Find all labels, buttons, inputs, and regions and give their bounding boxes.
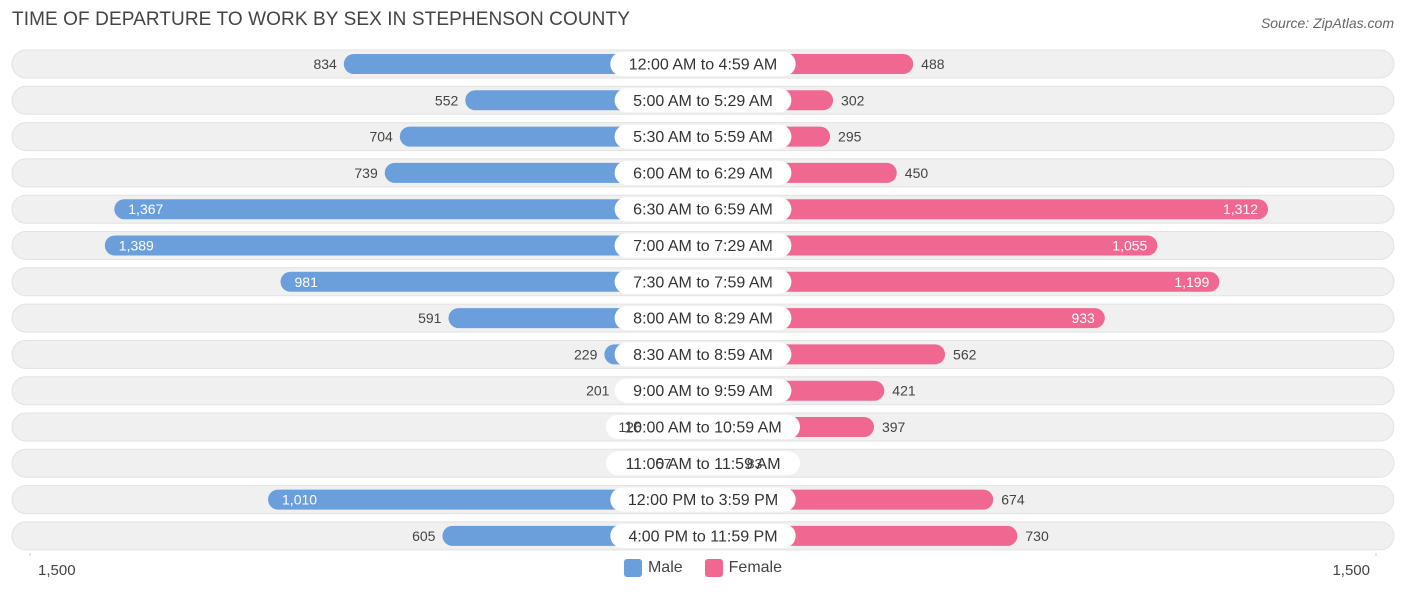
female-bar <box>693 235 1158 256</box>
source-label: Source: ZipAtlas.com <box>1260 15 1394 31</box>
female-value-label: 1,312 <box>1223 201 1258 217</box>
male-value-label: 201 <box>586 383 610 399</box>
male-bar <box>114 199 713 220</box>
male-value-label: 981 <box>295 274 319 290</box>
category-label-bg <box>614 306 792 331</box>
category-label: 12:00 PM to 3:59 PM <box>628 492 778 509</box>
category-label: 9:00 AM to 9:59 AM <box>633 383 773 400</box>
category-label: 5:30 AM to 5:59 AM <box>633 129 773 146</box>
male-value-label: 834 <box>313 56 337 72</box>
category-label-bg <box>606 451 800 476</box>
male-value-label: 739 <box>354 165 378 181</box>
male-bar <box>268 489 713 510</box>
category-label: 4:00 PM to 11:59 PM <box>628 528 777 545</box>
male-value-label: 57 <box>656 455 672 471</box>
legend-label-male: Male <box>647 559 683 576</box>
legend: Male Female <box>0 559 1406 577</box>
category-label-bg <box>610 523 796 548</box>
category-label: 6:30 AM to 6:59 AM <box>633 202 773 219</box>
male-value-label: 1,367 <box>128 201 163 217</box>
male-value-label: 704 <box>369 129 393 145</box>
legend-item-male: Male <box>623 559 683 577</box>
legend-item-female: Female <box>704 559 783 577</box>
axis-label-left: 1,500 <box>38 562 76 579</box>
category-label-bg <box>610 52 796 76</box>
male-value-label: 1,389 <box>119 238 154 254</box>
category-label: 12:00 AM to 4:59 AM <box>629 57 778 74</box>
category-label-bg <box>606 415 800 439</box>
female-value-label: 933 <box>1071 310 1095 326</box>
category-label: 6:00 AM to 6:29 AM <box>633 165 773 182</box>
category-label: 8:00 AM to 8:29 AM <box>633 311 773 328</box>
female-value-label: 421 <box>892 383 916 399</box>
category-label: 7:00 AM to 7:29 AM <box>633 238 773 255</box>
male-bar <box>104 235 713 256</box>
axis-label-right: 1,500 <box>1332 562 1370 579</box>
female-value-label: 302 <box>841 92 865 108</box>
male-value-label: 552 <box>435 92 459 108</box>
category-label-bg <box>614 88 792 113</box>
female-value-label: 450 <box>905 165 929 181</box>
female-bar <box>693 271 1220 292</box>
chart-title: TIME OF DEPARTURE TO WORK BY SEX IN STEP… <box>12 9 630 30</box>
female-bar <box>693 308 1105 329</box>
category-label: 11:00 AM to 11:59 AM <box>625 456 780 473</box>
category-label-bg <box>614 124 792 149</box>
female-value-label: 674 <box>1001 492 1025 508</box>
bar-chart: 12:00 AM to 4:59 AM 834 488 5:00 AM to 5:29… <box>11 49 1395 556</box>
female-bar <box>693 199 1269 220</box>
category-label: 10:00 AM to 10:59 AM <box>624 420 781 437</box>
legend-label-female: Female <box>728 559 783 576</box>
female-value-label: 83 <box>747 455 763 471</box>
category-label-bg <box>614 269 792 294</box>
category-label-bg <box>610 487 796 512</box>
female-value-label: 295 <box>838 129 862 145</box>
category-label: 5:00 AM to 5:29 AM <box>633 93 773 110</box>
category-label: 8:30 AM to 8:59 AM <box>633 347 773 364</box>
female-value-label: 1,199 <box>1174 274 1209 290</box>
category-label: 7:30 AM to 7:59 AM <box>633 274 773 291</box>
legend-swatch-male <box>623 559 642 577</box>
legend-swatch-female <box>704 559 723 577</box>
male-value-label: 229 <box>574 346 598 362</box>
female-value-label: 397 <box>882 419 906 435</box>
category-label-bg <box>614 160 792 185</box>
female-value-label: 730 <box>1025 528 1049 544</box>
category-label-bg <box>614 233 792 258</box>
female-value-label: 1,055 <box>1112 238 1147 254</box>
female-value-label: 562 <box>953 346 977 362</box>
female-value-label: 488 <box>921 56 945 72</box>
category-label-bg <box>614 197 792 222</box>
category-label-bg <box>614 378 792 403</box>
male-value-label: 1,010 <box>282 492 317 508</box>
male-value-label: 591 <box>418 310 442 326</box>
male-bar <box>280 271 713 292</box>
male-value-label: 605 <box>412 528 436 544</box>
category-label-bg <box>614 342 792 367</box>
male-value-label: 126 <box>618 419 642 435</box>
